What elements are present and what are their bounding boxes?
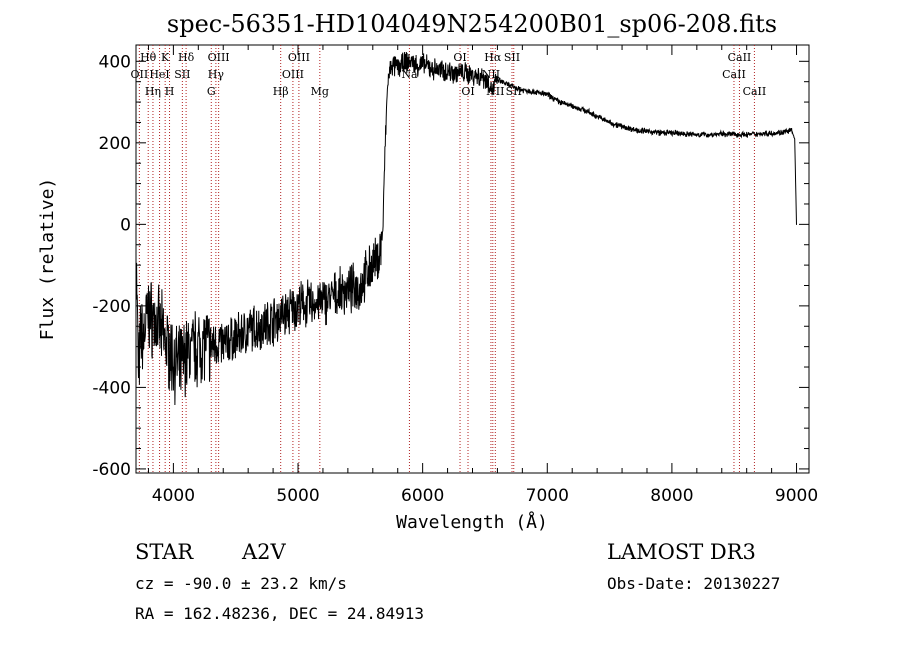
x-tick-label-0: 4000	[152, 486, 195, 506]
line-label-11: Hβ	[273, 85, 289, 98]
line-label-9: Hγ	[208, 68, 225, 81]
line-label-10: OIII	[208, 51, 230, 64]
y-tick-label-1: -400	[92, 378, 131, 398]
line-label-4: K	[161, 51, 170, 64]
x-tick-label-4: 8000	[650, 486, 693, 506]
line-label-24: CaII	[728, 51, 752, 64]
survey-name: LAMOST DR3	[607, 540, 756, 564]
y-tick-label-2: -200	[92, 297, 131, 317]
y-tick-label-5: 400	[99, 52, 131, 72]
x-axis-label: Wavelength (Å)	[396, 511, 548, 533]
line-label-3: HeI	[149, 68, 169, 81]
x-tick-label-5: 9000	[775, 486, 818, 506]
line-label-2: Hη	[145, 85, 161, 98]
line-label-12: OIII	[282, 68, 304, 81]
line-label-7: Hδ	[178, 51, 195, 64]
line-label-14: Mg	[311, 85, 329, 98]
chart-title: spec-56351-HD104049N254200B01_sp06-208.f…	[167, 10, 777, 38]
line-label-13: OIII	[288, 51, 310, 64]
plot-frame	[135, 44, 810, 474]
object-subclass: A2V	[242, 540, 286, 564]
line-label-17: OI	[461, 85, 474, 98]
line-label-0: OII	[131, 68, 149, 81]
line-label-1: Hθ	[140, 51, 157, 64]
line-label-5: H	[165, 85, 175, 98]
x-tick-label-1: 5000	[276, 486, 319, 506]
observation-date: Obs-Date: 20130227	[607, 574, 781, 593]
x-tick-label-3: 7000	[526, 486, 569, 506]
x-tick-label-2: 6000	[401, 486, 444, 506]
spectrum-line	[135, 51, 797, 406]
line-label-23: CaII	[722, 68, 746, 81]
y-tick-label-3: 0	[120, 215, 131, 235]
line-label-21: SII	[504, 51, 520, 64]
y-tick-label-0: -600	[92, 460, 131, 480]
spectral-line-markers	[138, 45, 755, 473]
y-tick-label-4: 200	[99, 134, 131, 154]
coordinates: RA = 162.48236, DEC = 24.84913	[135, 604, 424, 623]
spectral-line-labels: OIIHθHηHeIKHSIIHδGHγOIIIHβOIIIOIIIMgNaOI…	[131, 51, 767, 98]
line-label-6: SII	[174, 68, 190, 81]
line-label-16: OI	[453, 51, 466, 64]
redshift-cz: cz = -90.0 ± 23.2 km/s	[135, 574, 347, 593]
line-label-19: Hα	[484, 51, 502, 64]
line-label-25: CaII	[743, 85, 767, 98]
object-class: STAR	[135, 540, 194, 564]
y-axis: -600 -400 -200 0 200 400	[92, 52, 809, 480]
line-label-8: G	[207, 85, 216, 98]
x-axis: 4000 5000 6000 7000 8000 9000	[147, 45, 818, 506]
y-axis-label: Flux (relative)	[37, 178, 58, 341]
line-label-22: SII	[506, 85, 522, 98]
